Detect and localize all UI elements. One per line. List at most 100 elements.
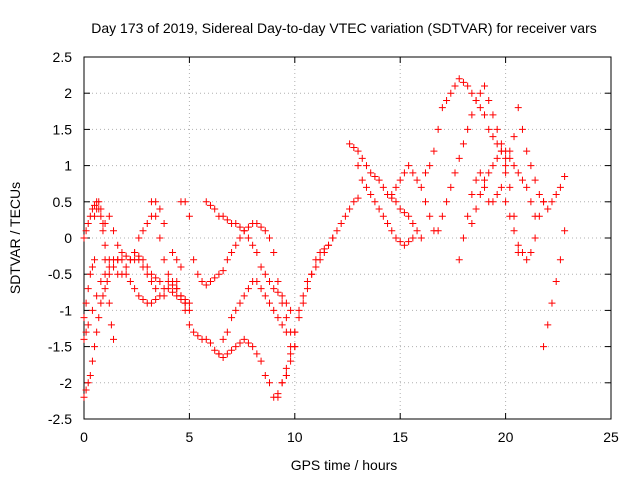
data-point: [232, 343, 240, 351]
data-point: [493, 154, 501, 162]
data-point: [405, 238, 413, 246]
data-point: [139, 296, 147, 304]
data-point: [240, 335, 248, 343]
data-point: [287, 357, 295, 365]
data-point: [451, 82, 459, 90]
data-point: [84, 285, 92, 293]
data-point: [274, 314, 282, 322]
data-point: [82, 227, 90, 235]
data-point: [232, 220, 240, 228]
data-point: [101, 220, 109, 228]
data-point: [443, 198, 451, 206]
data-point: [409, 169, 417, 177]
data-point: [101, 241, 109, 249]
data-point: [527, 162, 535, 170]
data-point: [135, 292, 143, 300]
data-point: [379, 212, 387, 220]
data-point: [160, 285, 168, 293]
data-point: [350, 144, 358, 151]
data-point: [400, 209, 408, 217]
data-point: [447, 89, 455, 97]
data-point: [261, 227, 269, 235]
data-point: [312, 263, 320, 271]
data-point: [451, 169, 459, 177]
x-axis-label: GPS time / hours: [291, 457, 398, 473]
grid: [84, 57, 611, 419]
data-point: [485, 169, 493, 177]
data-point: [240, 292, 248, 300]
data-point: [194, 332, 202, 340]
data-point: [527, 198, 535, 206]
data-point: [540, 198, 548, 206]
data-point: [371, 198, 379, 206]
data-point: [278, 292, 286, 300]
data-point: [320, 248, 328, 256]
data-point: [535, 212, 543, 220]
data-point: [341, 212, 349, 220]
data-point: [173, 277, 181, 285]
y-tick-label: -1.5: [48, 339, 72, 355]
data-point: [287, 343, 295, 351]
y-tick-label: 2: [64, 85, 72, 101]
data-point: [388, 191, 396, 199]
data-point: [270, 248, 278, 256]
data-point: [107, 321, 115, 329]
data-point: [84, 220, 92, 228]
data-point: [476, 191, 484, 199]
data-point: [244, 285, 252, 293]
data-point: [459, 78, 467, 86]
data-point: [173, 256, 181, 264]
y-tick-label: -0.5: [48, 266, 72, 282]
data-point: [232, 306, 240, 314]
data-point: [232, 241, 240, 249]
data-point: [249, 241, 257, 249]
data-point: [236, 299, 244, 307]
x-tick-label: 10: [287, 429, 303, 445]
data-point: [506, 183, 514, 191]
data-point: [257, 223, 265, 231]
data-point: [497, 183, 505, 191]
data-point: [392, 198, 400, 206]
data-point: [164, 270, 172, 278]
data-point: [455, 256, 463, 264]
data-point: [447, 183, 455, 191]
data-point: [409, 220, 417, 228]
data-point: [177, 292, 185, 300]
data-point: [282, 364, 290, 372]
data-point: [287, 306, 295, 314]
data-point: [303, 285, 311, 293]
data-point: [105, 299, 113, 307]
ticks: 0 5 10 15 20 25 2.5 2 1.5 1 0.5 0 -0.5 -1 -1.5 -2 -2.5: [48, 49, 619, 445]
data-point: [468, 220, 476, 228]
data-point: [181, 198, 189, 206]
data-point: [131, 248, 139, 256]
data-point: [556, 256, 564, 264]
data-point: [249, 343, 257, 351]
data-point: [514, 169, 522, 177]
data-point: [544, 321, 552, 329]
data-point: [257, 285, 265, 293]
data-point: [392, 234, 400, 242]
data-point: [282, 372, 290, 380]
data-point: [257, 263, 265, 271]
data-point: [438, 104, 446, 112]
data-point: [396, 238, 404, 246]
data-point: [502, 198, 510, 206]
data-point: [514, 104, 522, 112]
data-point: [518, 176, 526, 184]
data-point: [93, 292, 101, 300]
data-point: [350, 198, 358, 206]
data-point: [358, 176, 366, 184]
data-point: [434, 125, 442, 133]
chart-title: Day 173 of 2019, Sidereal Day-to-day VTE…: [91, 20, 597, 36]
data-point: [206, 201, 214, 209]
data-point: [299, 292, 307, 300]
data-point: [219, 335, 227, 343]
data-point: [236, 234, 244, 242]
data-point: [114, 241, 122, 249]
data-point: [131, 256, 139, 264]
data-point: [219, 212, 227, 220]
data-point: [139, 256, 147, 264]
data-point: [316, 256, 324, 264]
data-point: [481, 82, 489, 90]
